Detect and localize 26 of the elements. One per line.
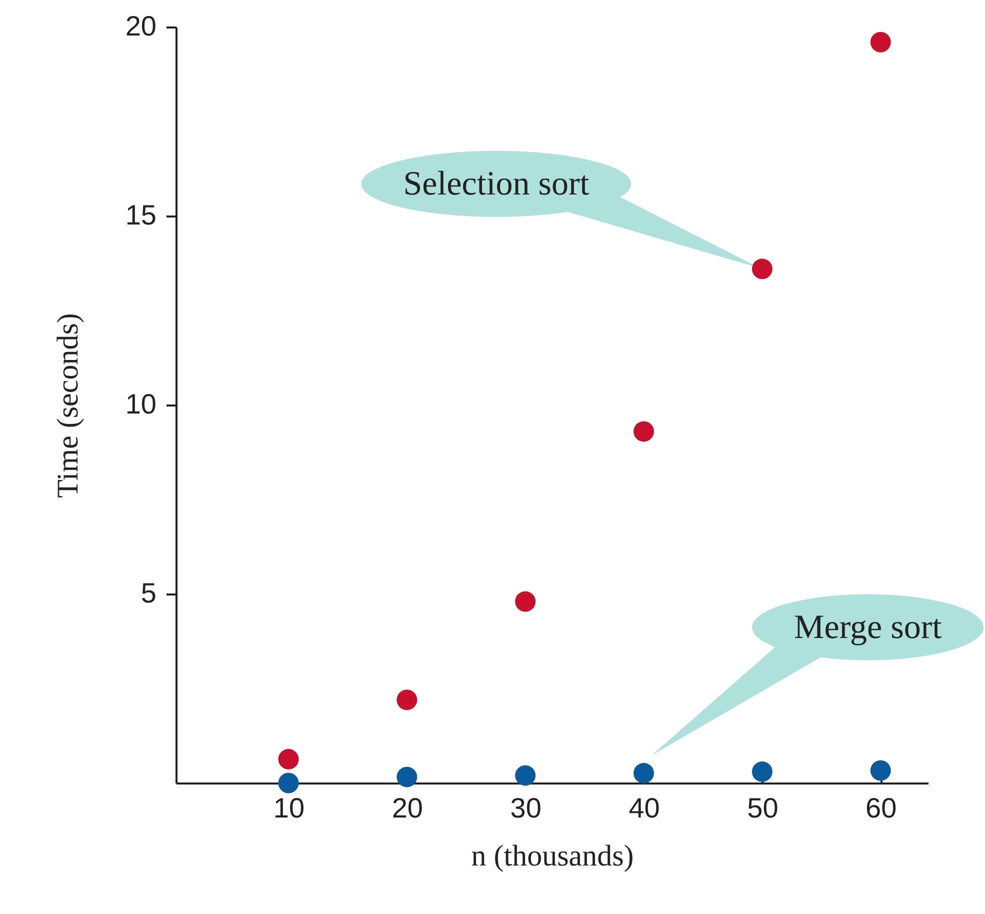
point: [396, 690, 418, 710]
point: [515, 591, 536, 612]
y-axis-title: Time (seconds): [51, 313, 84, 498]
x-tick-label: 60: [866, 792, 897, 824]
y-tick-label: 15: [125, 200, 156, 230]
annotation: Selection sort: [403, 165, 590, 202]
x-tick-label: 10: [273, 792, 305, 824]
point: [634, 762, 654, 784]
annotation: Merge sort: [794, 608, 942, 646]
point: [752, 761, 772, 782]
y-tick-label: 20: [125, 10, 156, 42]
point: [278, 748, 299, 770]
x-tick-label: 40: [628, 792, 660, 824]
x-tick-label: 20: [392, 792, 424, 824]
x-tick-label: 50: [747, 792, 778, 824]
point: [278, 772, 299, 794]
point: [752, 258, 772, 280]
y-tick-label: 5: [140, 578, 156, 608]
point: [515, 765, 536, 786]
point: [634, 421, 654, 442]
point: [870, 760, 891, 781]
point: [870, 32, 891, 52]
x-axis-title: n (thousands): [471, 840, 634, 872]
y-tick-label: 10: [125, 388, 156, 420]
point: [396, 766, 418, 788]
x-tick-label: 30: [510, 792, 542, 824]
